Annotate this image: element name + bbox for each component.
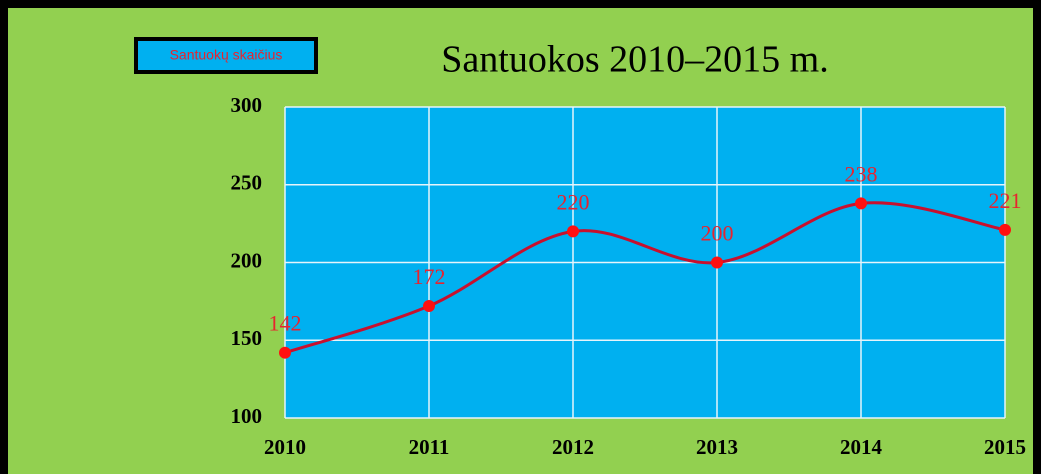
- legend-entry: Santuokų skaičius: [170, 47, 283, 63]
- x-tick-label: 2014: [840, 435, 883, 459]
- chart-title: Santuokos 2010–2015 m.: [441, 39, 828, 81]
- data-label: 221: [989, 188, 1022, 213]
- marker: [999, 223, 1011, 236]
- data-label: 200: [701, 221, 734, 246]
- data-label: 142: [269, 311, 302, 336]
- x-tick-label: 2013: [696, 435, 738, 459]
- data-label: 172: [413, 264, 446, 289]
- y-tick-label: 250: [231, 171, 263, 195]
- y-tick-label: 100: [231, 404, 263, 428]
- x-tick-label: 2010: [264, 435, 306, 459]
- y-tick-label: 200: [231, 248, 263, 272]
- y-tick-label: 150: [231, 326, 263, 350]
- data-label: 220: [557, 189, 590, 214]
- data-label: 238: [845, 161, 878, 186]
- marker: [855, 197, 867, 210]
- x-tick-label: 2012: [552, 435, 594, 459]
- y-tick-label: 300: [231, 93, 263, 117]
- marker: [711, 256, 723, 269]
- x-tick-label: 2015: [984, 435, 1026, 459]
- marker: [279, 346, 291, 359]
- line: [284, 201, 1006, 355]
- legend-box: [134, 37, 318, 74]
- marker: [567, 225, 579, 238]
- x-tick-label: 2011: [409, 435, 450, 459]
- marker: [423, 300, 435, 313]
